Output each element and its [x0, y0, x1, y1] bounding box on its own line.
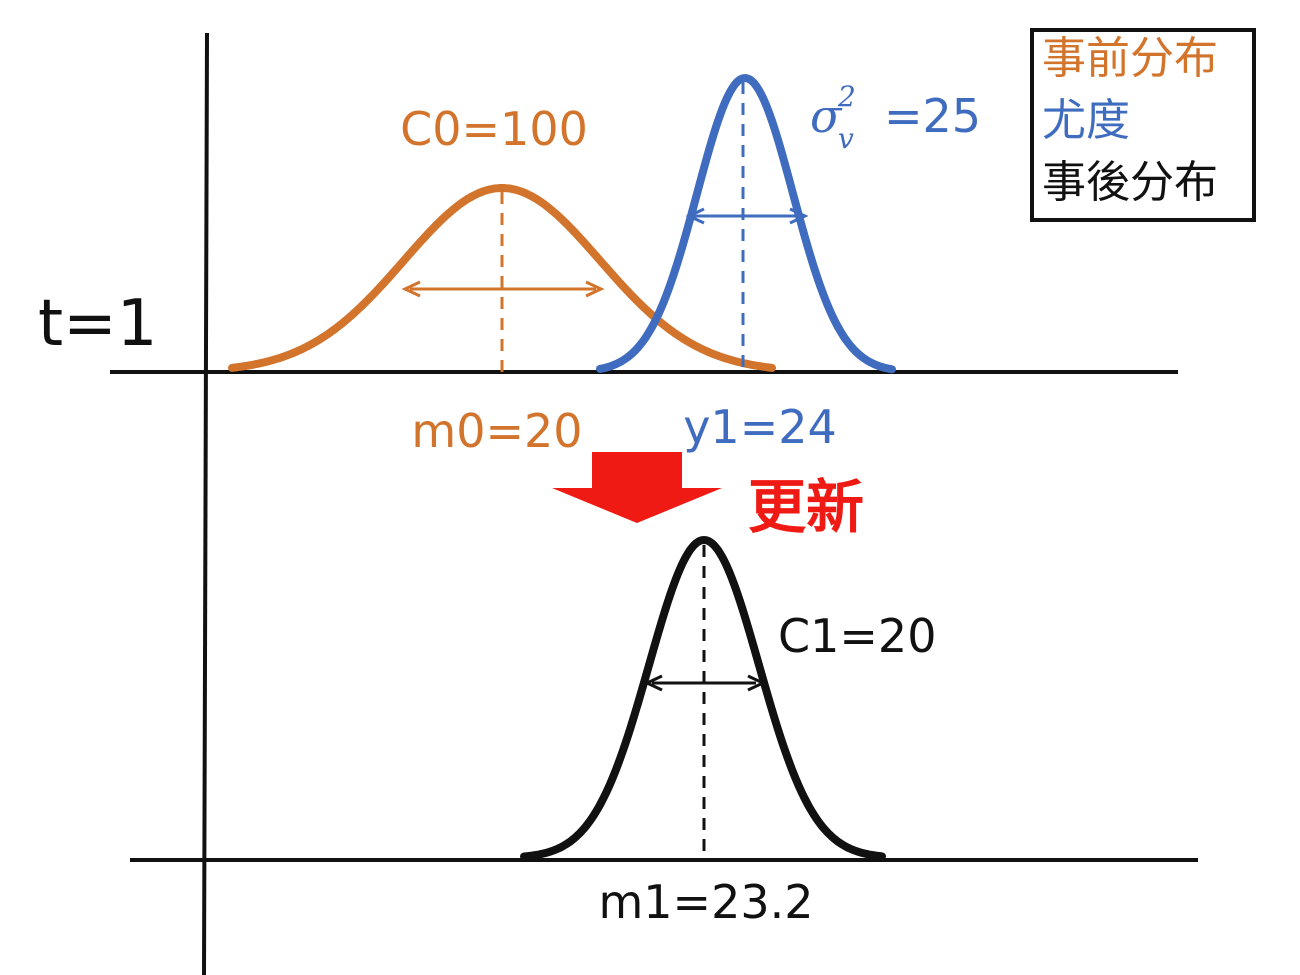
posterior-width-arrow — [643, 674, 767, 692]
update-arrow — [552, 452, 722, 523]
likelihood-variance-label: σ 2 v =25 — [810, 80, 981, 155]
sigma-symbol: σ — [810, 89, 843, 143]
prior-mean-label: m0=20 — [411, 404, 582, 458]
likelihood-width-arrow — [685, 207, 809, 225]
prior-curve — [228, 184, 776, 372]
time-label: t=1 — [38, 287, 157, 361]
likelihood-variance-value: =25 — [884, 89, 981, 143]
posterior-mean-label: m1=23.2 — [598, 875, 813, 929]
observation-label: y1=24 — [683, 400, 837, 454]
likelihood-curve — [596, 74, 896, 374]
legend: 事前分布 尤度 事後分布 — [1030, 28, 1256, 222]
posterior-variance-label: C1=20 — [778, 609, 936, 663]
update-label: 更新 — [748, 473, 864, 541]
prior-width-arrow — [401, 280, 605, 298]
prior-variance-label: C0=100 — [400, 102, 588, 156]
posterior-curve — [520, 535, 886, 861]
sigma-superscript: 2 — [837, 80, 856, 113]
sigma-subscript: v — [838, 122, 854, 155]
legend-prior: 事前分布 — [1042, 33, 1218, 84]
vertical-axis — [202, 32, 209, 975]
legend-posterior: 事後分布 — [1042, 157, 1218, 208]
legend-likelihood: 尤度 — [1042, 95, 1130, 146]
legend-box — [1030, 28, 1256, 222]
